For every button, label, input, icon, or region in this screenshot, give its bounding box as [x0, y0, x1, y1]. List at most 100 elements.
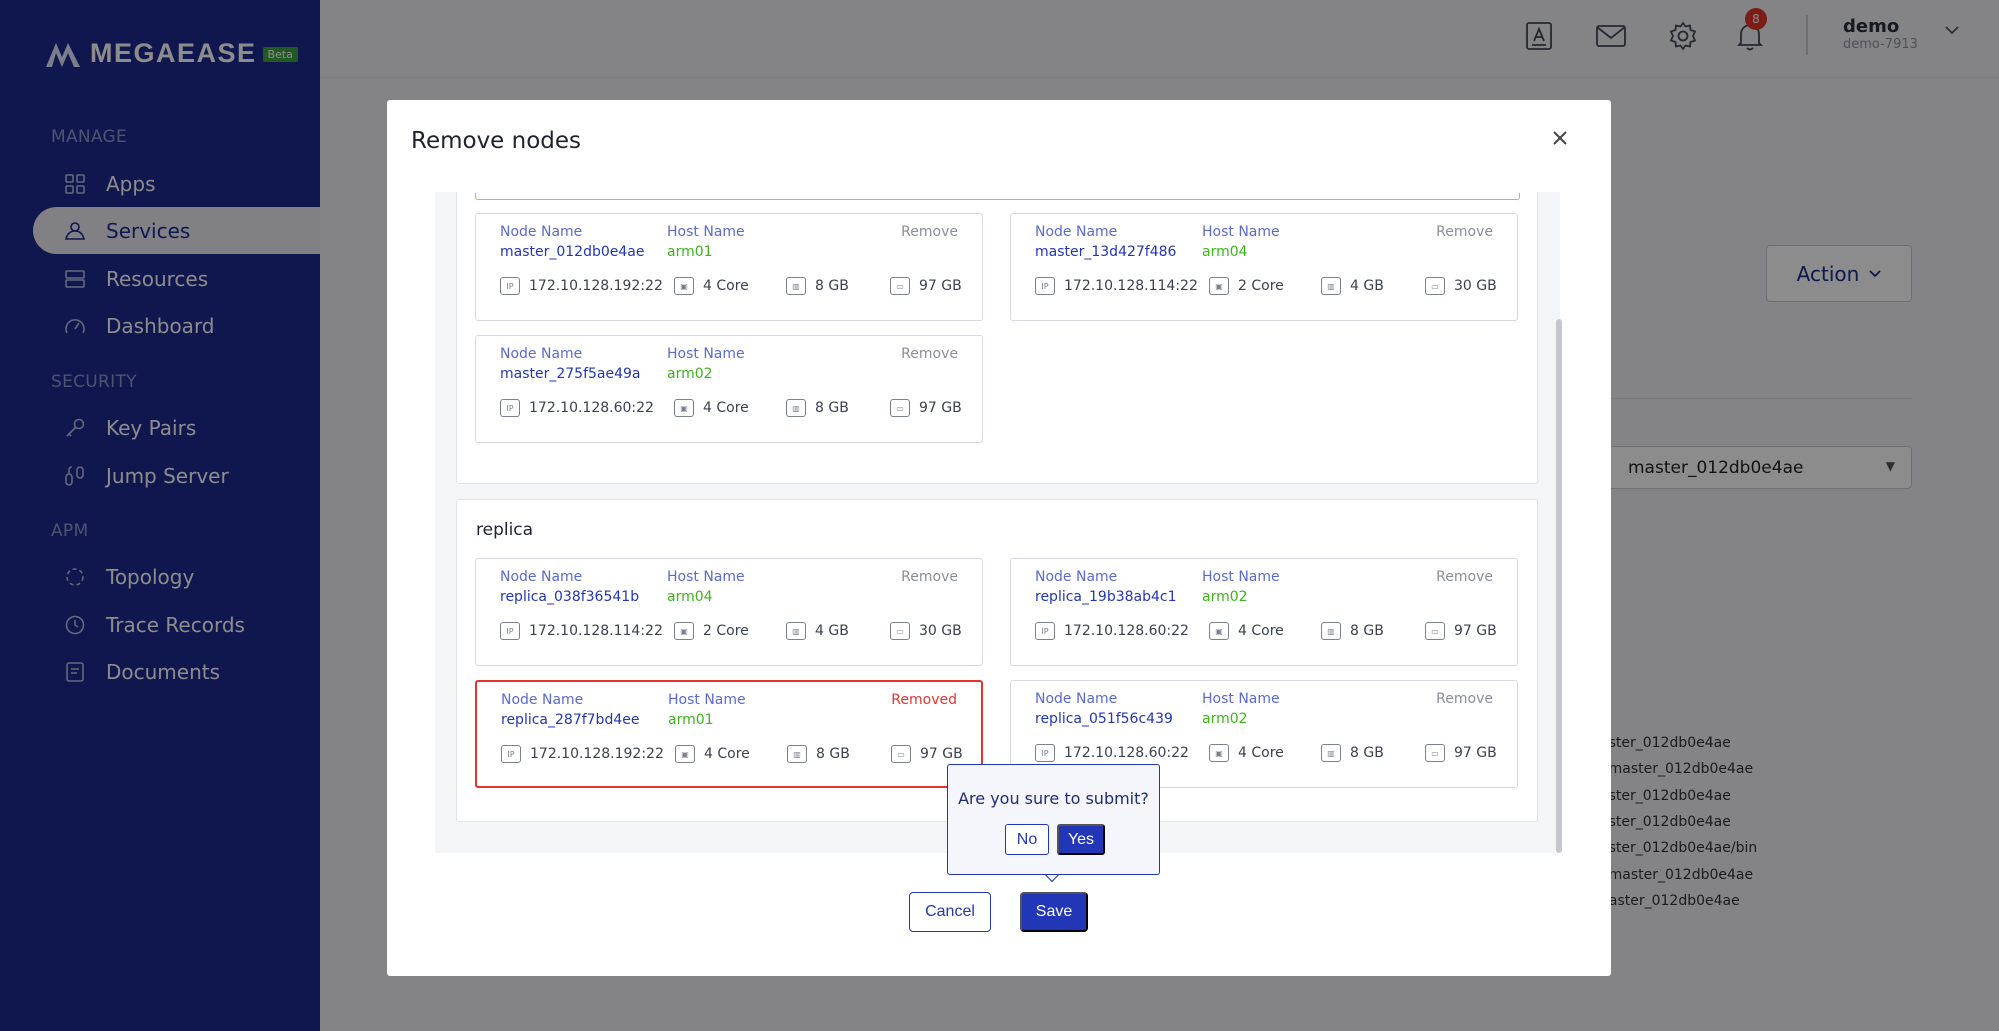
- apps-grid-icon: [64, 173, 86, 195]
- host-name-label: Host Name: [668, 692, 746, 708]
- sidebar-item-jump-server[interactable]: Jump Server: [33, 452, 320, 499]
- memory-icon: ▥: [787, 745, 807, 763]
- node-groups-scroll-area[interactable]: Node Name Host Name Remove master_012db0…: [435, 192, 1560, 853]
- cpu-spec: ▣ 4 Core: [1209, 622, 1284, 640]
- sidebar-item-label: Resources: [106, 266, 209, 291]
- remove-link[interactable]: Remove: [1436, 569, 1493, 585]
- memory-value: 8 GB: [815, 400, 849, 416]
- key-icon: [64, 417, 86, 439]
- brand-logo[interactable]: MEGAEASE Beta: [44, 38, 298, 69]
- confirm-no-button[interactable]: No: [1005, 824, 1049, 855]
- node-select[interactable]: master_012db0e4ae ▼: [1600, 446, 1912, 489]
- cpu-icon: ▣: [675, 745, 695, 763]
- resources-icon: [64, 268, 86, 290]
- disk-spec: ▭ 97 GB: [890, 277, 962, 295]
- node-card: Node Name Host Name Remove replica_19b38…: [1010, 558, 1518, 666]
- disk-value: 97 GB: [919, 278, 962, 294]
- ip-icon: IP: [500, 622, 520, 640]
- disk-spec: ▭ 97 GB: [890, 399, 962, 417]
- ip-icon: IP: [500, 399, 520, 417]
- remove-link[interactable]: Remove: [901, 224, 958, 240]
- cpu-spec: ▣ 2 Core: [674, 622, 749, 640]
- remove-link[interactable]: Remove: [901, 346, 958, 362]
- ip-icon: IP: [1035, 622, 1055, 640]
- cpu-icon: ▣: [1209, 744, 1229, 762]
- cpu-value: 4 Core: [703, 400, 749, 416]
- font-size-icon[interactable]: [1523, 20, 1555, 52]
- cpu-icon: ▣: [674, 277, 694, 295]
- ip-icon: IP: [500, 277, 520, 295]
- node-name-label: Node Name: [500, 224, 583, 240]
- sidebar-item-label: Trace Records: [106, 612, 245, 637]
- disk-icon: ▭: [1425, 744, 1445, 762]
- ip-value: 172.10.128.60:22: [1064, 745, 1189, 761]
- sidebar-item-label: Services: [106, 218, 191, 243]
- sidebar-item-resources[interactable]: Resources: [33, 255, 320, 302]
- remove-link[interactable]: Remove: [1436, 224, 1493, 240]
- disk-spec: ▭ 97 GB: [1425, 744, 1497, 762]
- highlight-edge: [475, 193, 1520, 200]
- header-divider: [1806, 15, 1808, 55]
- clock-icon: [64, 614, 86, 636]
- user-name[interactable]: demo: [1843, 16, 1900, 37]
- sidebar: MEGAEASE Beta MANAGE Apps Services Resou…: [0, 0, 320, 1031]
- mail-icon[interactable]: [1595, 20, 1627, 52]
- sidebar-item-label: Apps: [106, 171, 156, 196]
- action-button[interactable]: Action: [1766, 245, 1912, 302]
- ip-spec: IP 172.10.128.60:22: [1035, 744, 1189, 762]
- disk-spec: ▭ 30 GB: [890, 622, 962, 640]
- chevron-down-icon[interactable]: [1945, 20, 1959, 39]
- group-title: replica: [476, 520, 534, 540]
- section-apm: APM: [51, 521, 89, 541]
- node-name-label: Node Name: [500, 569, 583, 585]
- cpu-value: 2 Core: [1238, 278, 1284, 294]
- sidebar-item-dashboard[interactable]: Dashboard: [33, 302, 320, 349]
- sidebar-item-services[interactable]: Services: [33, 207, 320, 254]
- sidebar-item-apps[interactable]: Apps: [33, 160, 320, 207]
- remove-link[interactable]: Remove: [1436, 691, 1493, 707]
- sidebar-item-trace-records[interactable]: Trace Records: [33, 601, 320, 648]
- cancel-button[interactable]: Cancel: [909, 892, 991, 932]
- disk-value: 97 GB: [919, 400, 962, 416]
- gear-icon[interactable]: [1667, 20, 1699, 52]
- scrollbar[interactable]: [1556, 319, 1562, 853]
- divider: [1560, 398, 1912, 399]
- disk-value: 97 GB: [920, 746, 963, 762]
- ip-value: 172.10.128.114:22: [529, 623, 663, 639]
- sidebar-item-topology[interactable]: Topology: [33, 553, 320, 600]
- confirm-yes-button[interactable]: Yes: [1057, 824, 1105, 855]
- cpu-icon: ▣: [674, 622, 694, 640]
- node-name-value: master_275f5ae49a: [500, 366, 641, 382]
- node-select-value: master_012db0e4ae: [1628, 457, 1804, 478]
- host-name-label: Host Name: [667, 569, 745, 585]
- disk-spec: ▭ 30 GB: [1425, 277, 1497, 295]
- save-button[interactable]: Save: [1020, 892, 1088, 932]
- action-button-label: Action: [1796, 261, 1860, 286]
- close-icon[interactable]: [1552, 124, 1568, 152]
- host-name-label: Host Name: [1202, 224, 1280, 240]
- path-line: aster_012db0e4ae/bin: [1600, 840, 1758, 856]
- caret-down-icon: ▼: [1885, 459, 1895, 473]
- memory-icon: ▥: [1321, 744, 1341, 762]
- host-name-value: arm01: [667, 244, 713, 260]
- ip-value: 172.10.128.192:22: [530, 746, 664, 762]
- memory-icon: ▥: [786, 277, 806, 295]
- memory-value: 4 GB: [1350, 278, 1384, 294]
- sidebar-item-key-pairs[interactable]: Key Pairs: [33, 404, 320, 451]
- path-line: aster_012db0e4ae: [1600, 735, 1731, 751]
- section-manage: MANAGE: [51, 127, 128, 147]
- remove-link[interactable]: Remove: [901, 569, 958, 585]
- removed-status[interactable]: Removed: [891, 692, 957, 708]
- memory-value: 8 GB: [1350, 745, 1384, 761]
- path-line: aster_012db0e4ae: [1600, 814, 1731, 830]
- beta-badge: Beta: [262, 47, 298, 62]
- cpu-value: 4 Core: [704, 746, 750, 762]
- sidebar-item-label: Documents: [106, 659, 221, 684]
- host-name-label: Host Name: [667, 346, 745, 362]
- path-line: aster_012db0e4ae: [1600, 788, 1731, 804]
- sidebar-item-documents[interactable]: Documents: [33, 648, 320, 695]
- confirm-message: Are you sure to submit?: [958, 789, 1149, 808]
- ip-spec: IP 172.10.128.192:22: [500, 277, 663, 295]
- node-name-value: master_012db0e4ae: [500, 244, 645, 260]
- host-name-value: arm04: [1202, 244, 1248, 260]
